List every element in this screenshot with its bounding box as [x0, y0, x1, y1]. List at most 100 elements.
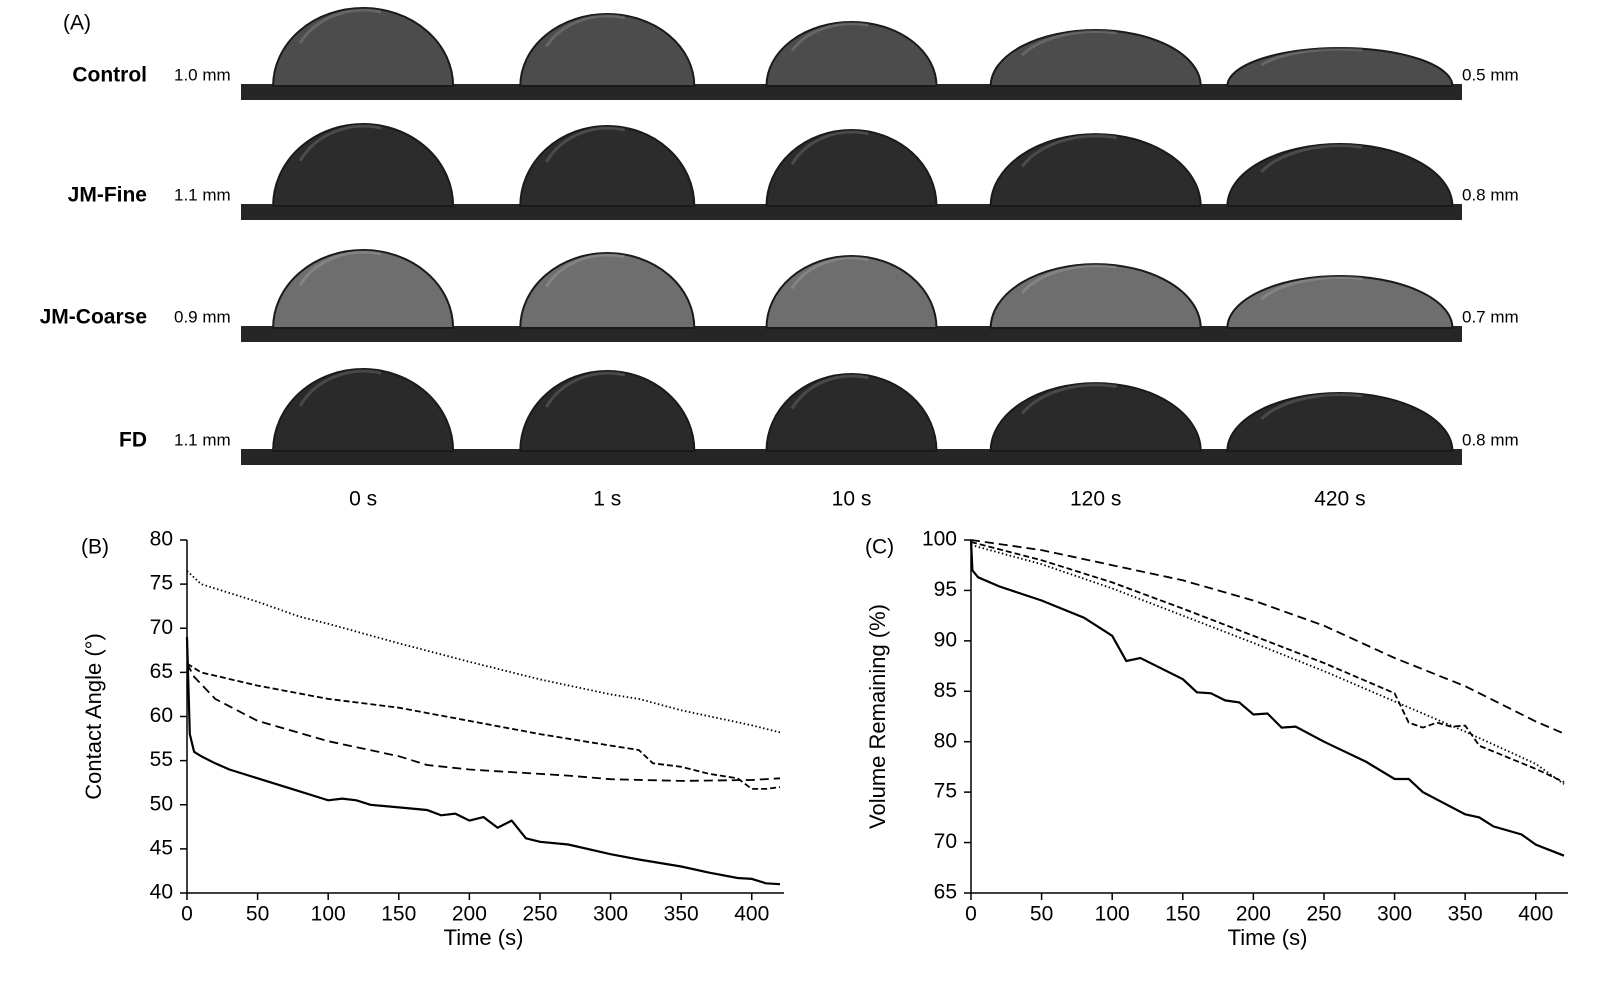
droplet	[519, 370, 696, 452]
x-tick-label: 400	[734, 903, 769, 926]
x-axis-title: Time (s)	[1228, 925, 1308, 950]
droplet-highlight	[1021, 29, 1117, 57]
x-tick-label: 400	[1518, 903, 1553, 926]
line-series	[185, 637, 781, 886]
start-diameter: 1.1 mm	[174, 430, 231, 449]
x-tick-label: 0	[181, 903, 193, 926]
line-series	[970, 544, 1565, 785]
y-tick-label: 80	[934, 729, 957, 752]
line-series	[186, 570, 781, 734]
droplet-highlight	[790, 256, 869, 290]
droplet-highlight	[545, 253, 626, 288]
x-tick-label: 250	[1306, 903, 1341, 926]
substrate	[241, 326, 1462, 342]
y-axis-title: Contact Angle (°)	[81, 633, 106, 800]
droplet-highlight	[1260, 144, 1363, 173]
x-tick-label: 150	[1165, 903, 1200, 926]
start-diameter: 0.9 mm	[174, 307, 231, 326]
end-diameter: 0.8 mm	[1462, 430, 1519, 449]
line-series	[970, 539, 1565, 735]
time-label: 1 s	[593, 488, 621, 511]
x-tick-label: 100	[1095, 903, 1130, 926]
time-label: 120 s	[1070, 488, 1121, 511]
droplet	[519, 125, 696, 207]
droplet	[989, 263, 1202, 329]
panel-label: (C)	[865, 536, 894, 559]
x-tick-label: 150	[381, 903, 416, 926]
x-axis-title: Time (s)	[444, 925, 524, 950]
droplet	[989, 29, 1202, 87]
droplet	[765, 129, 938, 207]
substrate	[241, 84, 1462, 100]
y-axis-title: Volume Remaining (%)	[865, 604, 890, 829]
droplet	[519, 13, 696, 87]
droplet-highlight	[1021, 264, 1117, 294]
row-label: Control	[72, 64, 147, 87]
y-tick-label: 90	[934, 628, 957, 651]
droplet-highlight	[545, 126, 626, 163]
droplet-highlight	[790, 130, 869, 165]
row-label: JM-Coarse	[40, 306, 147, 329]
time-label: 10 s	[832, 488, 872, 511]
droplet-highlight	[790, 374, 869, 410]
droplet	[272, 249, 455, 329]
end-diameter: 0.8 mm	[1462, 185, 1519, 204]
y-tick-label: 55	[150, 748, 173, 771]
x-tick-label: 250	[522, 903, 557, 926]
droplet-highlight	[1260, 275, 1363, 301]
droplet	[272, 368, 455, 452]
droplet	[519, 252, 696, 329]
line-series	[186, 662, 781, 790]
y-tick-label: 45	[150, 836, 173, 859]
start-diameter: 1.0 mm	[174, 65, 231, 84]
y-tick-label: 70	[934, 830, 957, 853]
y-tick-label: 85	[934, 679, 957, 702]
droplet	[765, 21, 938, 87]
x-tick-label: 50	[246, 903, 269, 926]
y-tick-label: 65	[934, 881, 957, 904]
x-tick-label: 200	[452, 903, 487, 926]
droplet-highlight	[545, 14, 626, 48]
y-tick-label: 100	[922, 528, 957, 551]
substrate	[241, 449, 1462, 465]
y-tick-label: 80	[150, 528, 173, 551]
droplet-highlight	[298, 124, 382, 162]
droplet	[765, 373, 938, 452]
end-diameter: 0.5 mm	[1462, 65, 1519, 84]
droplet	[1226, 392, 1454, 452]
droplet	[1226, 47, 1454, 87]
line-series	[970, 541, 1565, 783]
time-label: 420 s	[1314, 488, 1365, 511]
droplet-highlight	[1260, 47, 1363, 67]
y-tick-label: 60	[150, 704, 173, 727]
droplet	[765, 255, 938, 329]
x-tick-label: 0	[965, 903, 977, 926]
droplet-highlight	[298, 250, 382, 286]
droplet-highlight	[1021, 383, 1117, 415]
droplet-highlight	[298, 369, 382, 407]
line-series	[969, 539, 1565, 857]
y-tick-label: 65	[150, 660, 173, 683]
row-label: FD	[119, 429, 147, 452]
time-label: 0 s	[349, 488, 377, 511]
droplet-highlight	[298, 8, 382, 44]
y-tick-label: 70	[150, 616, 173, 639]
y-tick-label: 75	[934, 780, 957, 803]
start-diameter: 1.1 mm	[174, 185, 231, 204]
droplet	[272, 123, 455, 207]
droplet	[989, 133, 1202, 207]
panel-label: (B)	[81, 536, 109, 559]
x-tick-label: 350	[664, 903, 699, 926]
line-series	[186, 663, 781, 782]
droplet	[989, 382, 1202, 452]
x-tick-label: 300	[593, 903, 628, 926]
droplet	[272, 7, 455, 87]
droplet-highlight	[545, 371, 626, 408]
droplet-highlight	[790, 22, 869, 52]
substrate	[241, 204, 1462, 220]
x-tick-label: 50	[1030, 903, 1053, 926]
droplet	[1226, 275, 1454, 329]
x-tick-label: 300	[1377, 903, 1412, 926]
end-diameter: 0.7 mm	[1462, 307, 1519, 326]
